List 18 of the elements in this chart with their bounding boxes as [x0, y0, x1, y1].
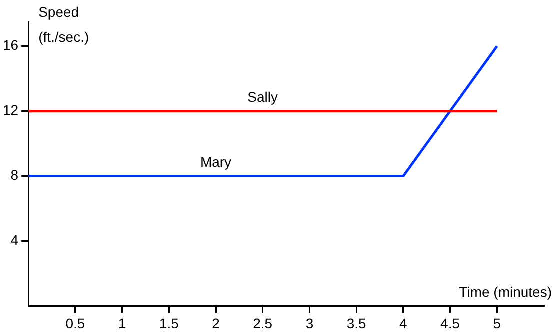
y-tick-label: 8 [10, 167, 19, 184]
y-axis-title: Speed (ft./sec.) [38, 4, 90, 45]
x-tick-label: 2 [212, 315, 220, 332]
series-label: Mary [200, 154, 232, 170]
series-label: Sally [248, 89, 278, 106]
x-tick-label: 3.5 [346, 315, 367, 332]
y-tick-label: 16 [2, 37, 19, 54]
x-tick-label: 4 [400, 315, 408, 332]
x-axis-title: Time (minutes) [459, 284, 552, 300]
y-tick-label: 12 [2, 102, 19, 118]
x-tick-label: 0.5 [66, 315, 86, 332]
x-tick-label: 1 [118, 315, 126, 332]
x-tick-label: 1.5 [159, 315, 180, 332]
x-tick-label: 2.5 [253, 315, 273, 332]
x-tick-label: 4.5 [440, 315, 460, 332]
x-tick-label: 3 [306, 315, 314, 332]
x-tick-label: 5 [493, 315, 502, 332]
y-tick-label: 4 [10, 232, 19, 248]
